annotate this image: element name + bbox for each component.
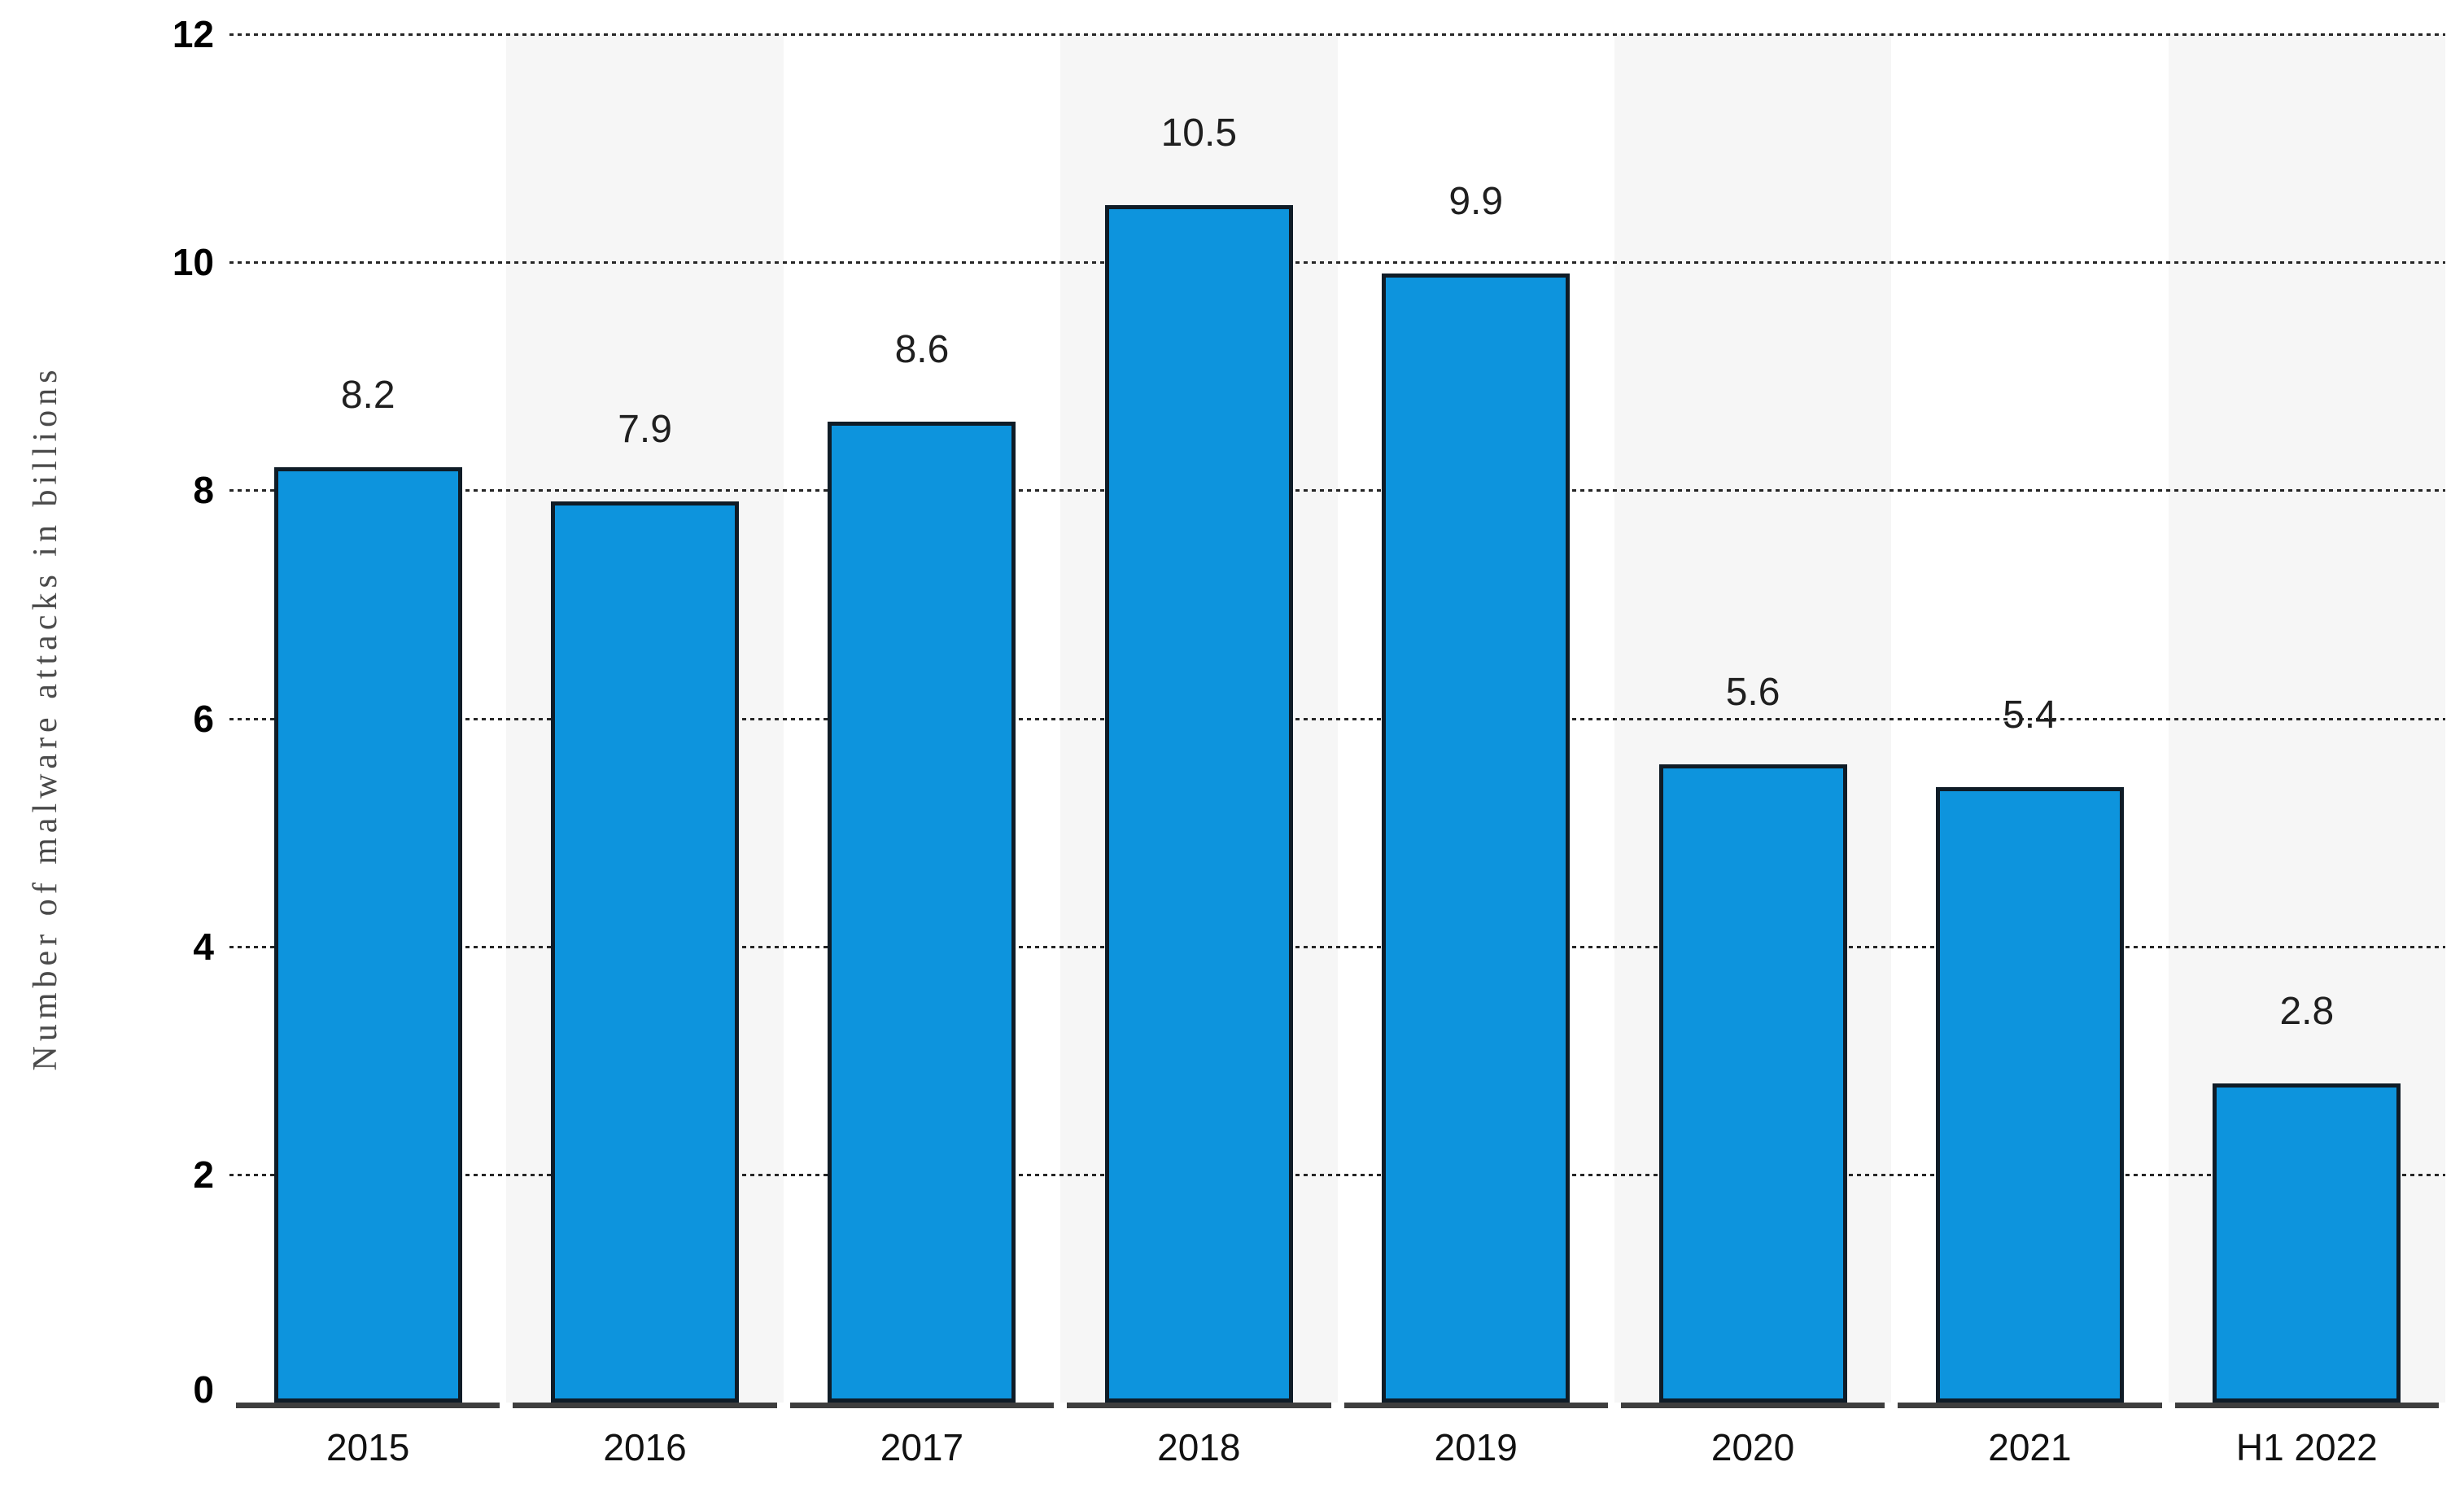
x-tick-label: 2017 <box>880 1426 964 1468</box>
bar <box>1104 205 1293 1403</box>
gridline <box>229 33 2445 36</box>
bar-value-label: 10.5 <box>1160 112 1238 155</box>
bar <box>1382 274 1571 1403</box>
y-tick-label: 4 <box>193 925 214 968</box>
x-tick-label: 2019 <box>1434 1426 1518 1468</box>
bar-value-label: 5.6 <box>1725 670 1780 714</box>
gridline <box>229 1173 2445 1176</box>
y-tick-label: 10 <box>172 241 214 284</box>
x-tick-label: 2015 <box>326 1426 410 1468</box>
bar-value-label: 7.9 <box>618 408 672 452</box>
bar-value-label: 5.4 <box>2003 693 2057 737</box>
x-axis-segment <box>1620 1403 1885 1408</box>
x-axis-segment <box>236 1403 500 1408</box>
y-tick-label: 12 <box>172 13 214 55</box>
y-tick-label: 8 <box>193 469 214 512</box>
bar <box>828 422 1016 1403</box>
gridline <box>229 489 2445 492</box>
x-tick-label: 2018 <box>1157 1426 1241 1468</box>
gridline <box>229 945 2445 948</box>
x-axis-segment <box>1067 1403 1331 1408</box>
plot-area: 8.2 7.9 8.6 10.5 9.9 5.6 5.4 2.8 <box>229 33 2445 1408</box>
x-axis-segment <box>513 1403 777 1408</box>
bar <box>1658 764 1847 1403</box>
y-tick-label: 0 <box>193 1368 214 1411</box>
x-tick-label: 2021 <box>1988 1426 2072 1468</box>
bar <box>2213 1083 2401 1403</box>
x-tick-label: H1 2022 <box>2235 1426 2378 1468</box>
bar-value-label: 2.8 <box>2279 989 2335 1033</box>
bar-value-label: 8.2 <box>340 374 395 418</box>
y-tick-label: 6 <box>193 697 214 740</box>
bar <box>273 467 462 1403</box>
bar-value-label: 8.6 <box>894 328 950 372</box>
x-axis-segment <box>2174 1403 2439 1408</box>
x-tick-label: 2016 <box>603 1426 687 1468</box>
y-tick-label: 2 <box>193 1153 214 1196</box>
bar-value-label: 9.9 <box>1448 180 1504 224</box>
gridline <box>229 717 2445 720</box>
x-axis-segment <box>1898 1403 2162 1408</box>
x-tick-label: 2020 <box>1710 1426 1795 1468</box>
bar <box>1935 786 2124 1403</box>
bar <box>551 501 740 1403</box>
x-axis-segment <box>789 1403 1055 1408</box>
gridline <box>229 261 2445 265</box>
x-axis-segment <box>1343 1403 1608 1408</box>
